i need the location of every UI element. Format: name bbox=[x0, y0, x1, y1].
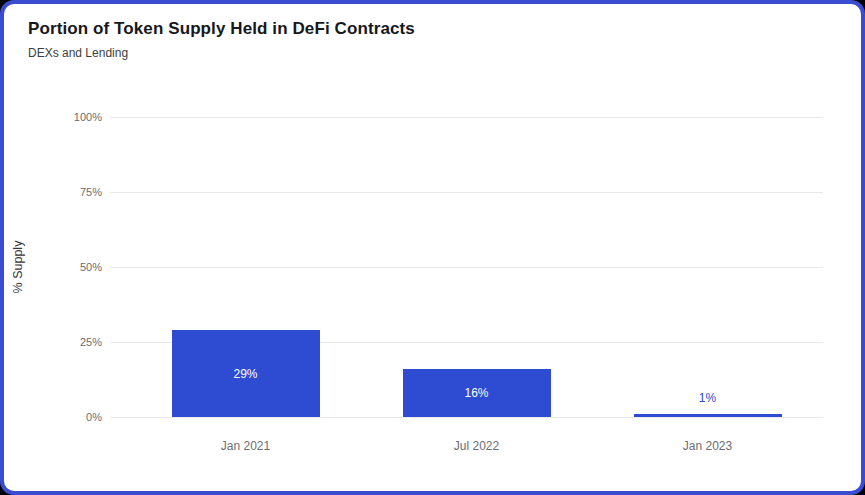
gridline bbox=[110, 417, 823, 418]
bar[interactable]: 16% bbox=[403, 369, 551, 417]
bar-slot: 16%Jul 2022 bbox=[361, 117, 592, 417]
y-axis-title: % Supply bbox=[11, 241, 25, 294]
bar-value-label: 29% bbox=[233, 368, 257, 380]
x-tick-label: Jan 2023 bbox=[683, 439, 732, 453]
x-tick-label: Jul 2022 bbox=[454, 439, 499, 453]
y-tick-label: 50% bbox=[58, 261, 102, 273]
bar-value-label: 1% bbox=[699, 392, 716, 404]
y-tick-label: 100% bbox=[58, 111, 102, 123]
bar-slot: 29%Jan 2021 bbox=[130, 117, 361, 417]
plot-area: 0%25%50%75%100%29%Jan 202116%Jul 20221%J… bbox=[110, 117, 823, 417]
bar-value-label: 16% bbox=[464, 387, 488, 399]
bar[interactable] bbox=[634, 414, 782, 417]
chart-subtitle: DEXs and Lending bbox=[28, 46, 128, 60]
bar[interactable]: 29% bbox=[172, 330, 320, 417]
y-tick-label: 25% bbox=[58, 336, 102, 348]
chart-title: Portion of Token Supply Held in DeFi Con… bbox=[28, 19, 415, 39]
chart-card: Portion of Token Supply Held in DeFi Con… bbox=[0, 0, 865, 495]
bar-slot: 1%Jan 2023 bbox=[592, 117, 823, 417]
y-tick-label: 0% bbox=[58, 411, 102, 423]
y-tick-label: 75% bbox=[58, 186, 102, 198]
x-tick-label: Jan 2021 bbox=[221, 439, 270, 453]
